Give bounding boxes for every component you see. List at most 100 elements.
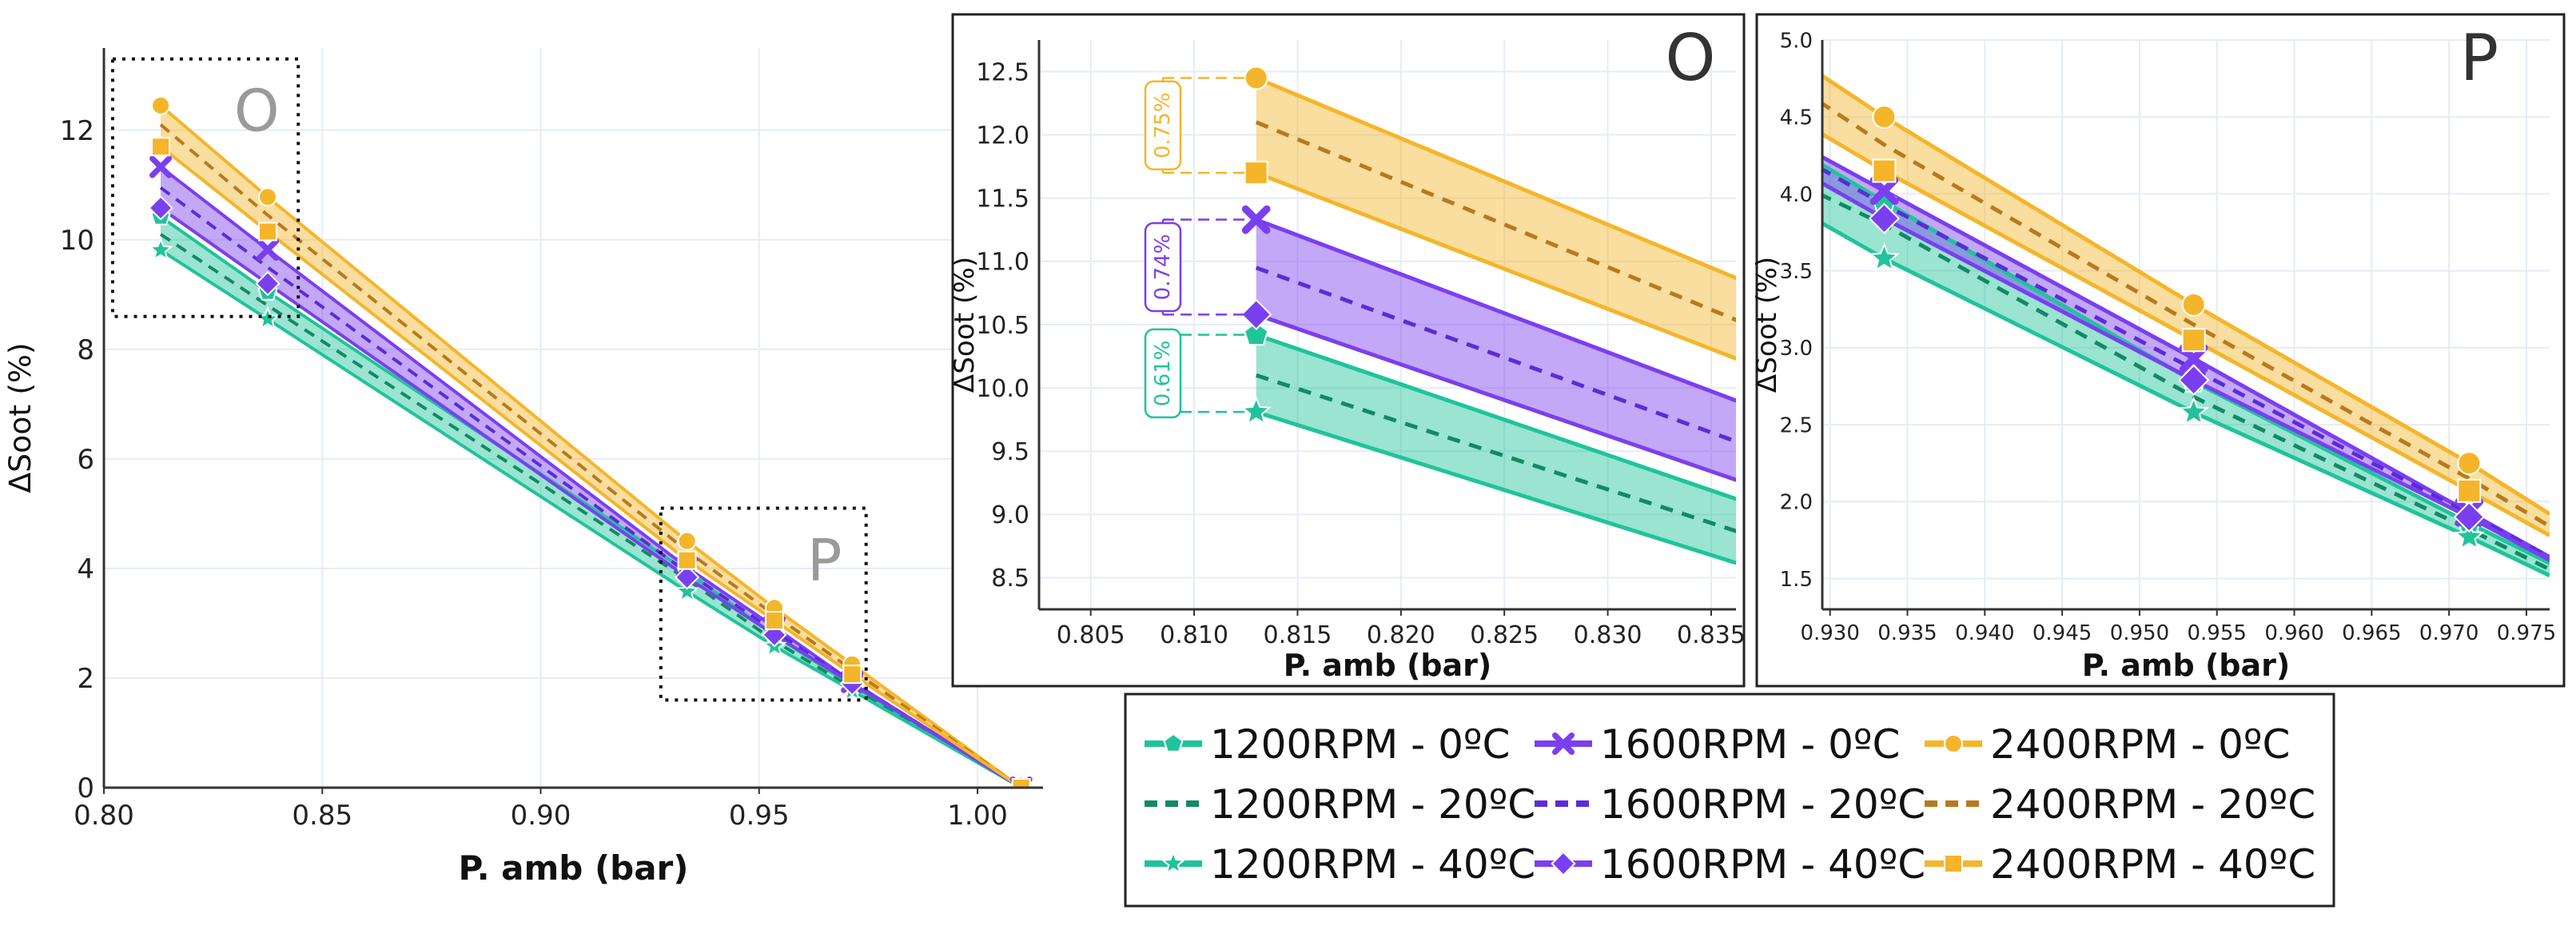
- inset-o-chart: 0.805 0.810 0.815 0.820 0.825 0.830 0.835 8.5 9.…: [949, 13, 1746, 688]
- inset_O-xtick-label-3: 0.820: [1367, 621, 1435, 649]
- inset_P-xtick-label-9: 0.975: [2497, 621, 2556, 645]
- annotation-2400-label: 0.75%: [1151, 92, 1175, 158]
- inset_O-band-1200: [1256, 334, 1736, 563]
- main-xtick-label-3: 0.95: [729, 800, 790, 832]
- inset_P-xtick-label-4: 0.950: [2110, 621, 2169, 645]
- inset_O-ytick-label-1: 9.0: [991, 501, 1029, 529]
- inset_O-band-2400: [1256, 78, 1736, 359]
- main-point-1200rpm-40-c-2: [674, 578, 700, 602]
- main-xtick-label-2: 0.90: [511, 800, 571, 832]
- inset_O-line-1600rpm-20-c: [1255, 265, 1736, 444]
- inset_O-ytick-label-5: 11.0: [976, 249, 1029, 277]
- main-point-1600rpm-0-c-0-stroke-b: [149, 155, 173, 178]
- inset_O-x-axis-title: P. amb (bar): [1284, 648, 1492, 683]
- main-ytick-label-6: 12: [60, 115, 94, 147]
- inset_P-ytick-label-6: 4.5: [1780, 106, 1813, 130]
- inset_O-line-2400rpm-0-c: [1255, 76, 1736, 281]
- main-line-1200rpm-40-c: [159, 249, 1022, 788]
- inset_P-point-2400rpm-0-c-2: [2181, 292, 2206, 317]
- inset_P-ytick-label-0: 1.5: [1780, 568, 1813, 592]
- inset_P-point-2400rpm-0-c-3: [2457, 451, 2482, 476]
- inset_O-line-1200rpm-40-c: [1255, 409, 1736, 565]
- inset_O-line-2400rpm-40-c: [1255, 170, 1736, 361]
- main-xtick-label-1: 0.85: [292, 800, 352, 832]
- legend-label-1200rpm-40-c: 1200RPM - 40ºC: [1210, 841, 1535, 888]
- inset_O-line-1600rpm-40-c: [1255, 312, 1736, 482]
- inset_O-xtick-label-0: 0.805: [1057, 621, 1125, 649]
- legend-label-2400rpm-40-c: 2400RPM - 40ºC: [1990, 841, 2315, 888]
- annotation-1200: 0.61%: [1144, 328, 1256, 419]
- legend-label-1200rpm-20-c: 1200RPM - 20ºC: [1210, 781, 1535, 828]
- inset_O-ytick-label-6: 11.5: [976, 186, 1029, 214]
- main-point-1600rpm-0-c-0: [149, 155, 173, 178]
- legend-item-2400rpm-0-c: 2400RPM - 0ºC: [1925, 721, 2290, 768]
- main-chart: 0.80 0.85 0.90 0.95 1.00 0 2 4 6 8 10 12 P. amb (bar…: [2, 48, 1043, 888]
- inset_P-point-1600rpm-0-c-1: [1869, 176, 1899, 206]
- annotation-2400: 0.75%: [1144, 77, 1256, 174]
- legend-item-2400rpm-40-c: 2400RPM - 40ºC: [1925, 841, 2315, 888]
- legend-swatch-marker-1600rpm-0-c-stroke-b: [1551, 732, 1575, 756]
- main-point-2400rpm-40-c-2: [677, 550, 697, 570]
- legend-item-1200rpm-0-c: 1200RPM - 0ºC: [1145, 721, 1510, 768]
- inset_P-point-1600rpm-40-c-3: [2453, 501, 2485, 533]
- main-ytick-label-0: 0: [77, 772, 94, 804]
- inset_O-band-1600: [1256, 219, 1736, 481]
- legend-label-2400rpm-20-c: 2400RPM - 20ºC: [1990, 781, 2315, 828]
- main-plot-area: [148, 95, 1034, 788]
- inset_P-xtick-label-0: 0.930: [1800, 621, 1859, 645]
- legend-swatch-marker-1600rpm-0-c: [1551, 732, 1575, 756]
- inset_O-plot-area: [1240, 66, 1736, 565]
- main-grid: [103, 48, 1043, 788]
- inset_O-xtick-label-5: 0.830: [1574, 621, 1642, 649]
- inset_P-ytick-label-1: 2.0: [1780, 491, 1813, 515]
- inset_P-grid: [1822, 39, 2550, 609]
- main-point-2400rpm-40-c-3: [764, 611, 784, 631]
- inset_O-line-1200rpm-0-c: [1255, 333, 1736, 501]
- legend-swatch-marker-2400rpm-0-c: [1944, 734, 1963, 753]
- inset_P-point-1200rpm-40-c-3: [2454, 521, 2485, 550]
- legend-item-1600rpm-40-c: 1600RPM - 40ºC: [1535, 841, 1925, 888]
- main-point-1600rpm-40-c-2: [674, 565, 700, 590]
- main-point-1600rpm-40-c-1: [255, 270, 281, 297]
- legend-item-2400rpm-20-c: 2400RPM - 20ºC: [1925, 781, 2315, 828]
- inset_P-ytick-label-4: 3.5: [1780, 260, 1813, 284]
- main-x-axis-title: P. amb (bar): [459, 848, 689, 888]
- inset_O-ytick-label-0: 8.5: [991, 565, 1029, 593]
- inset_P-point-1200rpm-40-c-1: [1869, 242, 1900, 272]
- inset_O-xtick-label-1: 0.810: [1160, 621, 1228, 649]
- inset_P-point-2400rpm-40-c-2: [2181, 328, 2206, 353]
- main-point-1200rpm-40-c-0: [148, 237, 173, 261]
- inset_O-line-2400rpm-20-c: [1255, 120, 1736, 322]
- annotation-1600-label-box: [1144, 222, 1182, 313]
- inset_O-ytick-label-8: 12.5: [976, 58, 1029, 86]
- inset_P-point-1600rpm-40-c-2: [2178, 364, 2210, 396]
- main-line-2400rpm-0-c: [159, 104, 1022, 788]
- main-point-2400rpm-0-c-1: [257, 187, 277, 207]
- inset_P-point-2400rpm-0-c-1: [1872, 105, 1897, 130]
- main-point-2400rpm-0-c-0: [151, 95, 171, 115]
- main-point-2400rpm-40-c-0: [151, 137, 171, 157]
- inset_P-point-1600rpm-0-c-1-stroke-b: [1869, 176, 1899, 206]
- annotation-2400-label-box: [1144, 80, 1182, 171]
- legend-item-1200rpm-20-c: 1200RPM - 20ºC: [1145, 781, 1535, 828]
- inset_P-xtick-label-3: 0.945: [2033, 621, 2092, 645]
- inset_P-x-axis-title: P. amb (bar): [2082, 648, 2291, 683]
- main-ytick-label-2: 4: [77, 553, 94, 585]
- legend-item-1200rpm-40-c: 1200RPM - 40ºC: [1145, 841, 1535, 888]
- inset_P-y-axis-title: ΔSoot (%): [1751, 257, 1783, 393]
- main-ytick-label-4: 8: [77, 334, 94, 366]
- inset_O-xtick-label-2: 0.815: [1263, 621, 1332, 649]
- main-point-1600rpm-0-c-1-stroke-b: [256, 238, 279, 261]
- main-line-2400rpm-40-c: [159, 145, 1022, 788]
- zoom-box-label-p: P: [807, 527, 842, 594]
- inset_O-point-1200rpm-40-c-0: [1240, 396, 1272, 425]
- inset_P-xtick-label-2: 0.940: [1955, 621, 2014, 645]
- legend-swatch-marker-1600rpm-40-c: [1551, 851, 1576, 876]
- inset_P-xtick-label-1: 0.935: [1877, 621, 1937, 645]
- legend-label-1600rpm-20-c: 1600RPM - 20ºC: [1600, 781, 1925, 828]
- legend: 1200RPM - 0ºC 1600RPM - 0ºC 2400RPM - 0ºC 1…: [1124, 693, 2335, 908]
- main-point-2400rpm-0-c-2: [677, 531, 697, 551]
- annotation-1200-label: 0.61%: [1151, 341, 1175, 407]
- legend-frame: [1124, 693, 2335, 908]
- inset_P-ytick-label-3: 3.0: [1780, 337, 1813, 361]
